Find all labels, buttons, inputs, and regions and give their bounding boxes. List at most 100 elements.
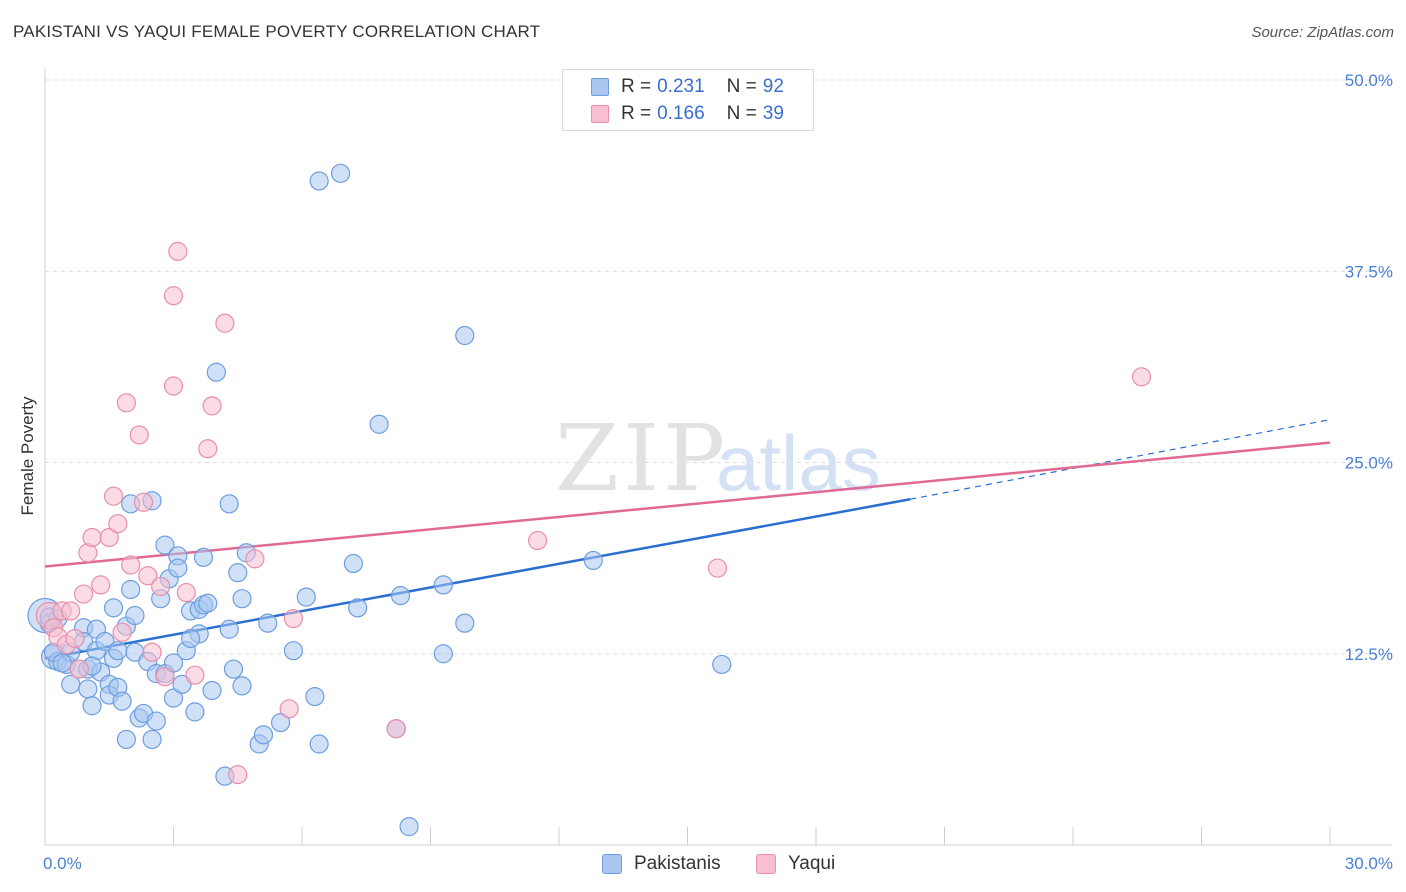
- point-yaqui: [91, 575, 111, 595]
- watermark-atlas: atlas: [716, 419, 881, 507]
- point-yaqui: [228, 765, 248, 785]
- point-pakistanis: [219, 619, 239, 639]
- legend-r-label: R =: [621, 76, 652, 97]
- point-pakistanis: [712, 654, 732, 675]
- point-pakistanis: [455, 613, 475, 633]
- grid: [45, 79, 1392, 655]
- point-pakistanis: [202, 680, 222, 701]
- point-yaqui: [138, 566, 158, 586]
- watermark-zip: ZIP: [555, 405, 729, 512]
- point-pakistanis: [155, 535, 175, 555]
- y-tick-label: 12.5%: [1345, 645, 1393, 664]
- point-yaqui: [155, 667, 175, 687]
- point-yaqui: [121, 555, 141, 575]
- point-pakistanis: [52, 653, 72, 673]
- point-pakistanis: [583, 550, 603, 571]
- point-pakistanis: [348, 598, 368, 618]
- point-pakistanis: [142, 729, 162, 750]
- point-pakistanis: [163, 653, 184, 673]
- bottom-legend-yaqui: Yaqui: [756, 852, 835, 876]
- trend-line-yaqui: [44, 441, 1331, 568]
- point-pakistanis: [193, 547, 214, 567]
- legend-swatch-yaqui: [591, 105, 609, 123]
- legend-row-pakistanis: R = 0.231 N = 92: [591, 75, 784, 99]
- point-yaqui: [142, 642, 162, 662]
- correlation-legend: R = 0.231 N = 92 R = 0.166 N = 39: [562, 69, 814, 131]
- point-pakistanis: [125, 605, 145, 626]
- point-yaqui: [1131, 367, 1152, 387]
- legend-r-value: 0.231: [657, 76, 705, 97]
- bottom-legend-label-pakistanis: Pakistanis: [634, 853, 721, 874]
- point-pakistanis: [121, 579, 141, 600]
- point-pakistanis: [82, 696, 102, 716]
- point-yaqui: [245, 549, 265, 569]
- axes: [44, 68, 1392, 846]
- point-pakistanis: [163, 688, 184, 708]
- point-pakistanis: [343, 553, 363, 574]
- point-yaqui: [198, 439, 218, 459]
- point-yaqui: [108, 514, 128, 534]
- point-pakistanis: [198, 593, 218, 613]
- point-yaqui: [386, 719, 406, 739]
- point-yaqui: [202, 396, 222, 416]
- point-pakistanis: [433, 575, 453, 595]
- point-yaqui: [527, 530, 548, 551]
- point-pakistanis: [232, 589, 252, 609]
- point-yaqui: [707, 558, 728, 578]
- point-yaqui: [283, 608, 304, 629]
- point-yaqui: [112, 622, 132, 642]
- point-yaqui: [185, 665, 205, 685]
- point-pakistanis: [181, 628, 201, 649]
- series-yaqui: [35, 241, 1152, 785]
- point-pakistanis: [309, 171, 329, 191]
- point-yaqui: [129, 425, 149, 445]
- watermark: ZIP atlas: [555, 405, 881, 512]
- point-yaqui: [176, 582, 196, 603]
- point-pakistanis: [283, 641, 304, 661]
- point-pakistanis: [116, 729, 136, 750]
- point-pakistanis: [433, 644, 453, 664]
- y-tick-label: 50.0%: [1345, 71, 1393, 90]
- point-pakistanis: [223, 659, 244, 679]
- legend-r-label: R =: [621, 103, 652, 124]
- point-pakistanis: [206, 362, 226, 382]
- point-pakistanis: [258, 613, 278, 633]
- point-pakistanis: [390, 586, 411, 606]
- point-pakistanis: [270, 712, 291, 733]
- point-yaqui: [73, 584, 94, 604]
- point-yaqui: [61, 601, 81, 621]
- point-pakistanis: [168, 558, 188, 578]
- y-tick-label: 25.0%: [1345, 454, 1393, 473]
- point-pakistanis: [305, 686, 325, 707]
- point-pakistanis: [103, 598, 124, 618]
- point-pakistanis: [369, 414, 389, 434]
- point-yaqui: [168, 241, 188, 261]
- point-pakistanis: [108, 641, 128, 661]
- legend-n-label: N =: [726, 76, 757, 97]
- point-pakistanis: [309, 734, 329, 754]
- bottom-legend-swatch-pakistanis: [602, 854, 622, 874]
- point-yaqui: [279, 699, 299, 719]
- point-pakistanis: [399, 817, 419, 837]
- bottom-legend-pakistanis: Pakistanis: [602, 852, 721, 876]
- point-yaqui: [133, 492, 154, 512]
- point-pakistanis: [185, 702, 205, 722]
- point-pakistanis: [219, 494, 239, 514]
- point-pakistanis: [78, 679, 98, 699]
- point-pakistanis: [330, 163, 351, 183]
- legend-swatch-pakistanis: [591, 78, 609, 96]
- source-label: Source: ZipAtlas.com: [1251, 24, 1394, 41]
- bottom-legend-swatch-yaqui: [756, 854, 776, 874]
- x-tick-label-min: 0.0%: [43, 854, 82, 873]
- chart-title: PAKISTANI VS YAQUI FEMALE POVERTY CORREL…: [13, 22, 541, 41]
- point-yaqui: [99, 527, 119, 548]
- y-axis-label: Female Poverty: [18, 396, 37, 516]
- point-yaqui: [82, 527, 102, 548]
- y-tick-label: 37.5%: [1345, 262, 1393, 281]
- point-yaqui: [163, 286, 184, 306]
- point-yaqui: [65, 628, 85, 649]
- point-yaqui: [151, 576, 171, 597]
- point-yaqui: [103, 486, 124, 506]
- legend-r-value: 0.166: [657, 103, 705, 124]
